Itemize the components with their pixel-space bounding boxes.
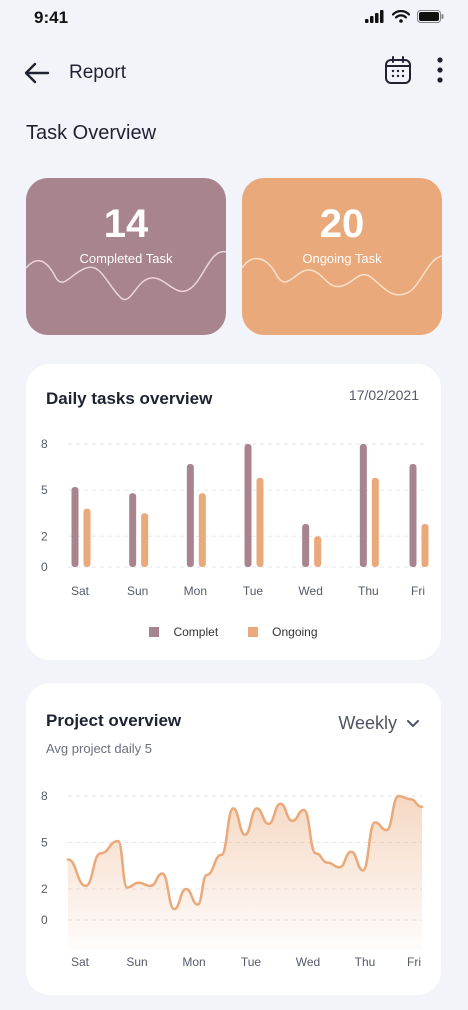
x-tick-label: Thu (355, 955, 376, 969)
section-title: Task Overview (26, 122, 157, 144)
project-overview-panel: 8 5 2 0 Sat Sun Mon Tue Wed Thu Fri Project overvi… (26, 683, 441, 995)
bar-ongoing (314, 536, 322, 567)
arrow-left-icon (24, 62, 50, 84)
legend-label: Complet (173, 625, 219, 639)
app-header: Report (0, 50, 468, 96)
y-tick-label: 0 (41, 913, 48, 927)
bar-complet (302, 523, 310, 567)
legend-label: Ongoing (272, 625, 318, 639)
ongoing-task-count: 20 (319, 202, 365, 246)
bar-ongoing (256, 477, 264, 567)
x-tick-label: Tue (243, 584, 264, 598)
completed-task-label: Completed Task (79, 251, 173, 266)
period-dropdown[interactable]: Weekly (338, 713, 419, 734)
x-tick-label: Sun (127, 584, 148, 598)
project-overview-subtitle: Avg project daily 5 (46, 741, 152, 756)
bar-ongoing (141, 513, 149, 567)
more-options-button[interactable] (430, 54, 450, 86)
legend-swatch (149, 627, 160, 637)
x-tick-label: Thu (358, 584, 379, 598)
daily-tasks-date[interactable]: 17/02/2021 (348, 387, 419, 403)
series-line (66, 794, 424, 911)
bar-ongoing (83, 508, 91, 567)
status-time: 9:41 (34, 8, 69, 27)
y-tick-label: 5 (41, 836, 48, 850)
bar-complet (244, 444, 252, 567)
ongoing-task-card[interactable]: 20 Ongoing Task (242, 178, 442, 335)
signal-icon (365, 10, 384, 23)
completed-task-count: 14 (103, 202, 149, 246)
x-tick-label: Tue (241, 955, 262, 969)
calendar-button[interactable] (383, 54, 413, 86)
x-tick-label: Mon (182, 955, 205, 969)
y-tick-label: 8 (41, 437, 48, 451)
x-tick-label: Fri (411, 584, 425, 598)
bar-complet (129, 493, 137, 567)
daily-tasks-title: Daily tasks overview (46, 389, 213, 408)
completed-task-card[interactable]: 14 Completed Task (26, 178, 226, 335)
x-tick-label: Sat (71, 955, 90, 969)
status-icons (365, 10, 444, 23)
y-tick-label: 2 (41, 529, 48, 543)
daily-tasks-chart: 8 5 2 0 Sat Sun Mon Tue Wed Thu Fri (41, 437, 429, 598)
battery-icon (417, 10, 444, 23)
bar-complet (71, 487, 79, 567)
wave-decoration (26, 251, 226, 301)
legend-swatch (248, 627, 259, 637)
y-tick-label: 2 (41, 882, 48, 896)
x-tick-label: Sun (126, 955, 147, 969)
wifi-icon (392, 10, 410, 23)
x-tick-label: Wed (296, 955, 320, 969)
wave-decoration (242, 255, 442, 296)
project-overview-title: Project overview (46, 711, 182, 730)
more-vertical-icon (437, 57, 443, 83)
x-tick-label: Mon (184, 584, 207, 598)
calendar-icon (385, 56, 411, 84)
x-tick-label: Sat (71, 584, 90, 598)
status-bar: 9:41 (0, 0, 468, 38)
x-tick-label: Fri (407, 955, 421, 969)
y-tick-label: 5 (41, 483, 48, 497)
legend-item-ongoing: Ongoing (248, 625, 318, 639)
ongoing-task-label: Ongoing Task (302, 251, 382, 266)
project-overview-chart: 8 5 2 0 Sat Sun Mon Tue Wed Thu Fri (41, 789, 424, 969)
bar-ongoing (421, 523, 429, 567)
area-fill (68, 796, 422, 950)
y-tick-label: 8 (41, 789, 48, 803)
back-button[interactable] (22, 60, 52, 86)
bar-ongoing (371, 477, 379, 567)
chevron-down-icon (407, 719, 419, 727)
x-tick-label: Wed (298, 584, 322, 598)
bar-complet (409, 463, 417, 567)
period-value: Weekly (338, 713, 397, 733)
bar-ongoing (198, 493, 206, 567)
legend-item-complet: Complet (149, 625, 218, 639)
bar-complet (186, 463, 194, 567)
y-tick-label: 0 (41, 560, 48, 574)
bar-complet (359, 444, 367, 567)
page-title: Report (69, 62, 127, 83)
chart-legend: Complet Ongoing (26, 625, 441, 639)
daily-tasks-panel: 8 5 2 0 Sat Sun Mon Tue Wed Thu Fri Daily tasks ov… (26, 364, 441, 660)
